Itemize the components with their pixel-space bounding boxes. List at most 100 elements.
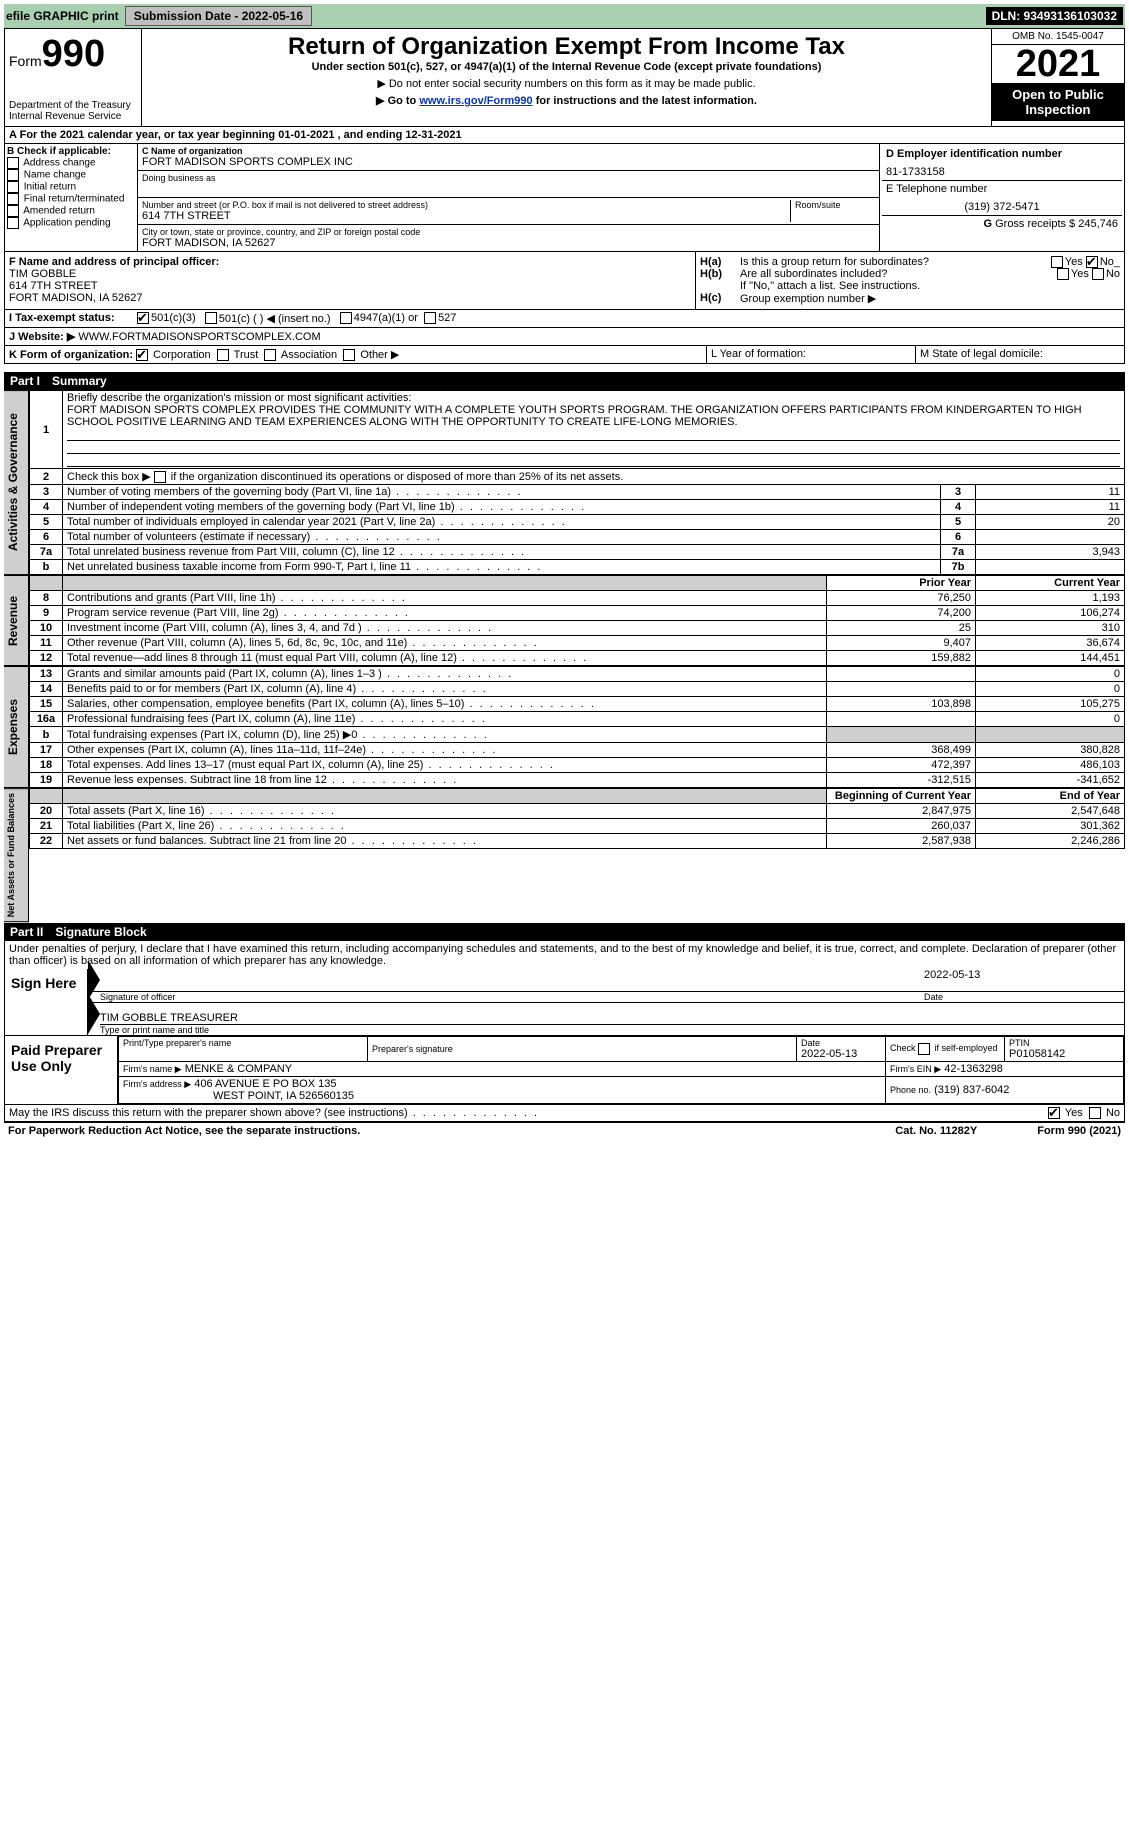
table-row: 9Program service revenue (Part VIII, lin… xyxy=(30,606,1125,621)
p-name-label: Print/Type preparer's name xyxy=(123,1038,363,1048)
goto-pre: Go to xyxy=(388,95,420,107)
part-i-title: Summary xyxy=(52,374,107,388)
opt-app-pending: Application pending xyxy=(23,218,110,229)
footer: For Paperwork Reduction Act Notice, see … xyxy=(4,1122,1125,1139)
checkbox-hb-yes[interactable] xyxy=(1057,268,1069,280)
checkbox-4947[interactable] xyxy=(340,312,352,324)
line-j: J Website: ▶ WWW.FORTMADISONSPORTSCOMPLE… xyxy=(4,328,1125,346)
opt-assoc: Association xyxy=(281,349,337,361)
opt-amended: Amended return xyxy=(23,206,95,217)
hdr-beg: Beginning of Current Year xyxy=(827,789,976,804)
sign-here-label: Sign Here xyxy=(5,969,88,1035)
checkbox-initial-return[interactable] xyxy=(7,181,19,193)
table-row: 8Contributions and grants (Part VIII, li… xyxy=(30,591,1125,606)
table-row: 11Other revenue (Part VIII, column (A), … xyxy=(30,636,1125,651)
ha-text: Is this a group return for subordinates? xyxy=(740,256,1051,268)
gross-receipts: Gross receipts $ 245,746 xyxy=(995,218,1118,230)
p-sig-label: Preparer's signature xyxy=(372,1044,792,1054)
checkbox-app-pending[interactable] xyxy=(7,217,19,229)
checkbox-other[interactable] xyxy=(343,349,355,361)
table-row: 17Other expenses (Part IX, column (A), l… xyxy=(30,743,1125,758)
opt-name-change: Name change xyxy=(24,170,86,181)
checkbox-501c3[interactable] xyxy=(137,312,149,324)
f-h-block: F Name and address of principal officer:… xyxy=(4,252,1125,310)
hb-text: Are all subordinates included? xyxy=(740,268,1057,280)
checkbox-501c[interactable] xyxy=(205,312,217,324)
checkbox-irs-yes[interactable] xyxy=(1048,1107,1060,1119)
i-label: I Tax-exempt status: xyxy=(9,312,137,325)
line-a-taxyear: A For the 2021 calendar year, or tax yea… xyxy=(4,127,1125,144)
phone-label: Phone no. xyxy=(890,1085,931,1095)
phone-value: (319) 837-6042 xyxy=(934,1084,1009,1096)
table-row: 20Total assets (Part X, line 16)2,847,97… xyxy=(30,804,1125,819)
entity-block: B Check if applicable: Address change Na… xyxy=(4,144,1125,252)
part-ii-label: Part II xyxy=(10,925,43,939)
line-klm: K Form of organization: Corporation Trus… xyxy=(4,346,1125,364)
opt-corp: Corporation xyxy=(153,349,210,361)
firm-ein-label: Firm's EIN ▶ xyxy=(890,1064,941,1074)
f-label: F Name and address of principal officer: xyxy=(9,256,691,268)
paid-preparer-label: Paid Preparer Use Only xyxy=(5,1036,118,1104)
submission-date-button[interactable]: Submission Date - 2022-05-16 xyxy=(125,6,312,26)
table-row: bNet unrelated business taxable income f… xyxy=(30,560,1125,575)
expenses-block: Expenses 13Grants and similar amounts pa… xyxy=(4,666,1125,788)
efile-label: efile GRAPHIC print xyxy=(6,9,119,23)
checkbox-assoc[interactable] xyxy=(264,349,276,361)
city-label: City or town, state or province, country… xyxy=(142,227,875,237)
checkbox-final-return[interactable] xyxy=(7,193,19,205)
table-row: 6Total number of volunteers (estimate if… xyxy=(30,530,1125,545)
checkbox-address-change[interactable] xyxy=(7,157,19,169)
firm-addr1: 406 AVENUE E PO BOX 135 xyxy=(194,1078,336,1090)
b-label: B Check if applicable: xyxy=(7,146,135,157)
vtab-revenue: Revenue xyxy=(4,575,29,666)
checkbox-ha-yes[interactable] xyxy=(1051,256,1063,268)
table-row: bTotal fundraising expenses (Part IX, co… xyxy=(30,727,1125,743)
note-ssn: Do not enter social security numbers on … xyxy=(150,77,983,90)
hb-no: No xyxy=(1106,268,1120,280)
checkbox-527[interactable] xyxy=(424,312,436,324)
telephone-value: (319) 372-5471 xyxy=(886,201,1118,213)
footer-pra: For Paperwork Reduction Act Notice, see … xyxy=(8,1125,895,1137)
hc-text: Group exemption number ▶ xyxy=(740,292,876,305)
dln-label: DLN: 93493136103032 xyxy=(986,7,1123,25)
irs-link[interactable]: www.irs.gov/Form990 xyxy=(419,95,532,107)
footer-cat: Cat. No. 11282Y xyxy=(895,1125,977,1137)
officer-street: 614 7TH STREET xyxy=(9,280,691,292)
hdr-prior: Prior Year xyxy=(827,576,976,591)
opt-527: 527 xyxy=(438,312,456,325)
table-row: 16aProfessional fundraising fees (Part I… xyxy=(30,712,1125,727)
k-label: K Form of organization: xyxy=(9,349,133,361)
table-row: 22Net assets or fund balances. Subtract … xyxy=(30,834,1125,849)
open-to-public: Open to Public Inspection xyxy=(992,83,1124,121)
checkbox-amended[interactable] xyxy=(7,205,19,217)
part-ii-title: Signature Block xyxy=(55,925,146,939)
netassets-block: Net Assets or Fund Balances Beginning of… xyxy=(4,788,1125,922)
opt-final-return: Final return/terminated xyxy=(24,194,125,205)
table-row: 4Number of independent voting members of… xyxy=(30,500,1125,515)
l1-label: Briefly describe the organization's miss… xyxy=(67,392,411,404)
checkbox-irs-no[interactable] xyxy=(1089,1107,1101,1119)
table-row: 13Grants and similar amounts paid (Part … xyxy=(30,667,1125,682)
ein-value: 81-1733158 xyxy=(886,166,1118,178)
opt-501c: 501(c) ( ) ◀ (insert no.) xyxy=(219,312,331,325)
checkbox-ha-no[interactable] xyxy=(1086,256,1098,268)
checkbox-discontinued[interactable] xyxy=(154,471,166,483)
col-b: B Check if applicable: Address change Na… xyxy=(5,144,138,251)
irs-label: Internal Revenue Service xyxy=(9,111,137,122)
sig-name-value: TIM GOBBLE TREASURER xyxy=(100,1012,1124,1025)
opt-501c3: 501(c)(3) xyxy=(151,312,196,325)
table-row: 21Total liabilities (Part X, line 26)260… xyxy=(30,819,1125,834)
g-label: G xyxy=(983,218,992,230)
officer-name: TIM GOBBLE xyxy=(9,268,691,280)
form-prefix: Form xyxy=(9,53,42,69)
goto-post: for instructions and the latest informat… xyxy=(533,95,757,107)
checkbox-self-employed[interactable] xyxy=(918,1043,930,1055)
checkbox-trust[interactable] xyxy=(217,349,229,361)
street-label: Number and street (or P.O. box if mail i… xyxy=(142,200,790,210)
checkbox-name-change[interactable] xyxy=(7,169,19,181)
checkbox-hb-no[interactable] xyxy=(1092,268,1104,280)
checkbox-corp[interactable] xyxy=(136,349,148,361)
line-i: I Tax-exempt status: 501(c)(3) 501(c) ( … xyxy=(4,310,1125,328)
form-header: Form990 Department of the Treasury Inter… xyxy=(4,28,1125,127)
j-label: J Website: ▶ xyxy=(9,331,75,343)
